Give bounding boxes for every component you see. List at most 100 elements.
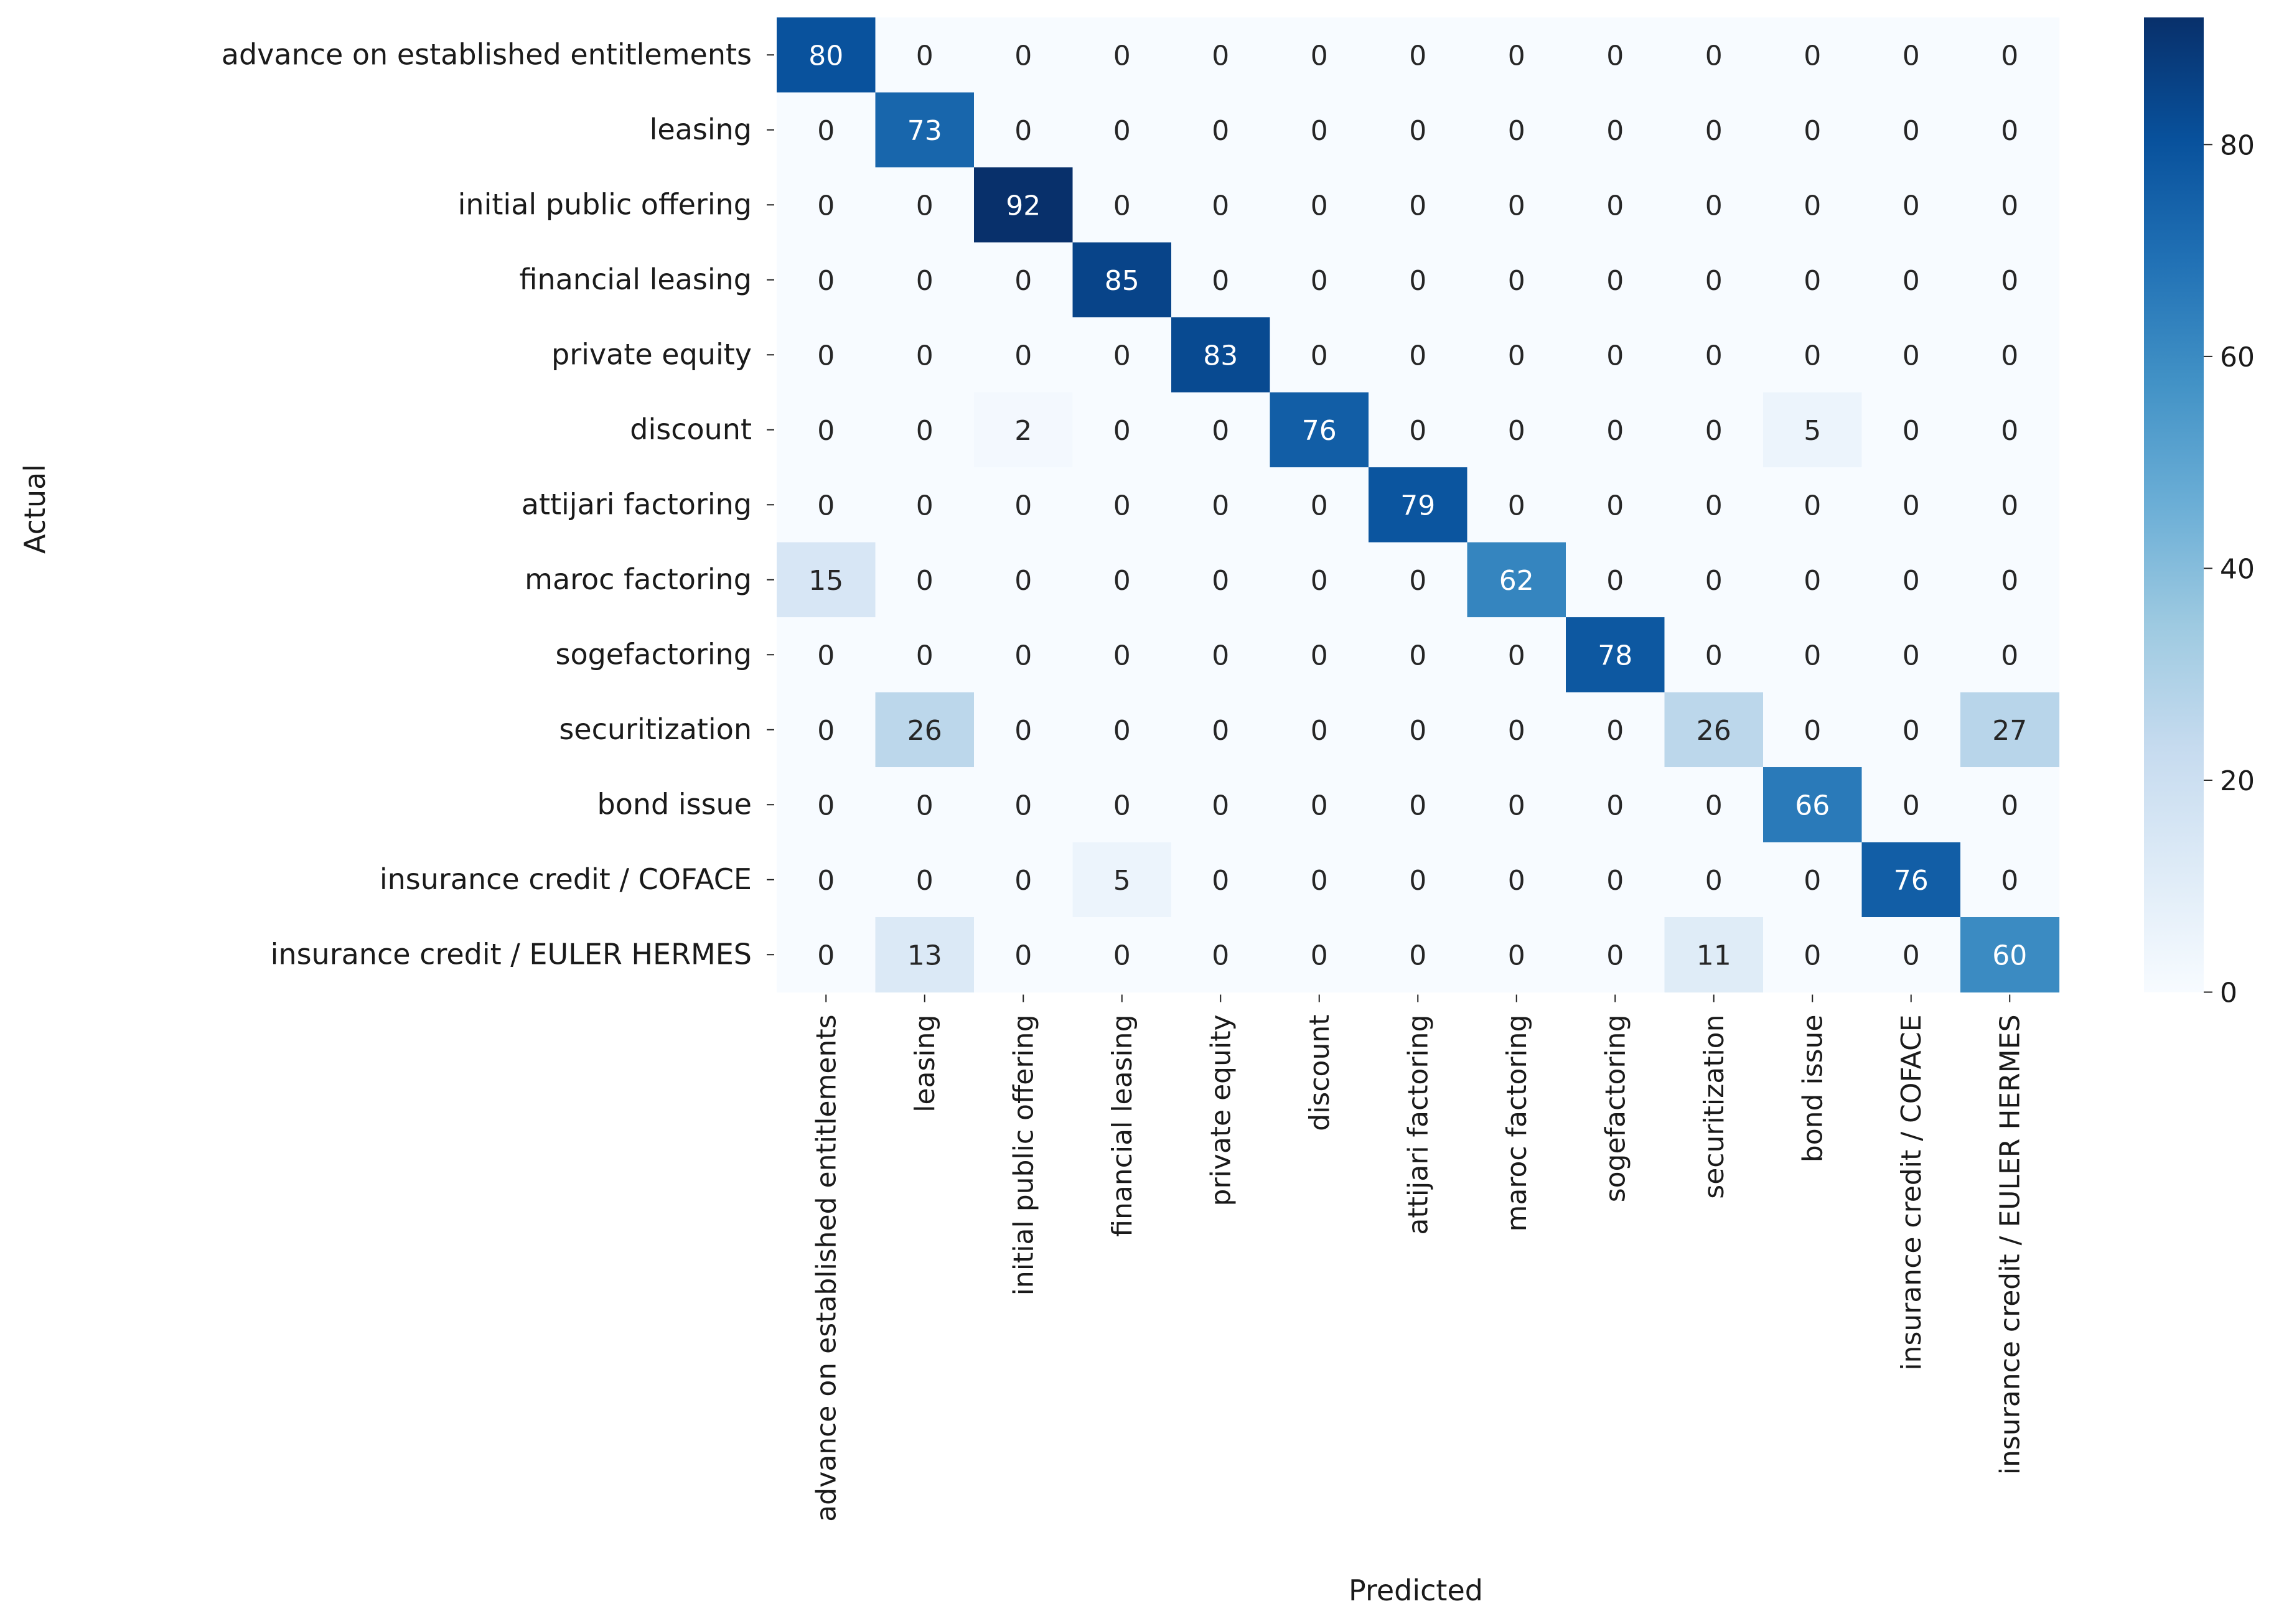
- cell-value-label: 0: [2001, 490, 2018, 521]
- cell-value-label: 0: [1606, 490, 1624, 521]
- cell-value-label: 0: [1311, 40, 1328, 72]
- heatmap-cell: [875, 917, 975, 993]
- heatmap-cell: [1566, 767, 1665, 843]
- heatmap-cell: [1763, 92, 1863, 168]
- cell-value-label: 0: [1804, 715, 1821, 747]
- cell-value-label: 0: [1705, 415, 1723, 447]
- cell-value-label: 83: [1203, 340, 1238, 371]
- heatmap-cell: [1861, 917, 1961, 993]
- cell-value-label: 0: [2001, 790, 2018, 821]
- heatmap-cell: [1467, 92, 1566, 168]
- cell-value-label: 0: [1903, 565, 1920, 597]
- x-axis-label: Predicted: [1349, 1574, 1483, 1607]
- heatmap-cell: [1369, 542, 1468, 618]
- cell-value-label: 26: [907, 715, 942, 747]
- cell-value-label: 0: [2001, 265, 2018, 297]
- cell-value-label: 0: [1705, 490, 1723, 521]
- heatmap-cell: [1763, 167, 1863, 243]
- cell-value-label: 62: [1499, 565, 1534, 597]
- cell-value-label: 0: [1409, 415, 1426, 447]
- cell-value-label: 0: [817, 265, 835, 297]
- heatmap-cell: [1270, 617, 1369, 693]
- cell-value-label: 0: [1014, 790, 1032, 821]
- heatmap-cell: [1467, 317, 1566, 393]
- cell-value-label: 0: [1113, 190, 1131, 222]
- x-tick-label: insurance credit / EULER HERMES: [1994, 1015, 2026, 1475]
- x-tick-label: sogefactoring: [1599, 1015, 1631, 1203]
- cell-value-label: 76: [1302, 415, 1337, 447]
- heatmap-cell: [1270, 17, 1369, 93]
- heatmap-cells: 80 0 0 0 0 0 0 0 0 0 0 0 0 0 73 0 0 0 0 0 0 0 0 0 0 0 0 0 92 0 0 0 0 0 0 0 0…: [777, 17, 2060, 993]
- cell-value-label: 0: [1903, 940, 1920, 971]
- cell-value-label: 0: [1311, 190, 1328, 222]
- cell-value-label: 92: [1006, 190, 1041, 222]
- x-tick-label: discount: [1304, 1015, 1336, 1131]
- heatmap-cell: [1270, 542, 1369, 618]
- cell-value-label: 0: [1606, 715, 1624, 747]
- heatmap-cell: [777, 467, 876, 543]
- cell-value-label: 0: [1804, 115, 1821, 147]
- heatmap-cell: [1369, 917, 1468, 993]
- cell-value-label: 0: [1903, 640, 1920, 671]
- heatmap-cell: [1664, 317, 1764, 393]
- cell-value-label: 78: [1598, 640, 1632, 671]
- cell-value-label: 0: [1508, 415, 1525, 447]
- heatmap-cell: [974, 392, 1074, 468]
- cell-value-label: 0: [1113, 340, 1131, 371]
- heatmap-cell: [1960, 392, 2060, 468]
- cell-value-label: 0: [1409, 565, 1426, 597]
- cell-value-label: 0: [817, 640, 835, 671]
- heatmap-cell: [875, 167, 975, 243]
- cell-value-label: 0: [1903, 340, 1920, 371]
- cell-value-label: 76: [1894, 865, 1929, 897]
- cell-value-label: 0: [1508, 640, 1525, 671]
- cell-value-label: 0: [2001, 865, 2018, 897]
- cell-value-label: 0: [1508, 265, 1525, 297]
- cell-value-label: 0: [1212, 715, 1229, 747]
- heatmap-cell: [777, 692, 876, 768]
- y-tick-label: insurance credit / COFACE: [380, 862, 752, 896]
- heatmap-cell: [1664, 917, 1764, 993]
- heatmap-cell: [1072, 92, 1172, 168]
- x-tick-label: leasing: [909, 1015, 941, 1113]
- heatmap-cell: [1960, 92, 2060, 168]
- heatmap-cell: [1270, 692, 1369, 768]
- y-tick-label: leasing: [650, 113, 752, 146]
- cell-value-label: 0: [2001, 340, 2018, 371]
- heatmap-cell: [1960, 542, 2060, 618]
- heatmap-cell: [777, 542, 876, 618]
- heatmap-cell: [1763, 917, 1863, 993]
- cell-value-label: 0: [1606, 940, 1624, 971]
- heatmap-cell: [875, 317, 975, 393]
- cell-value-label: 0: [2001, 640, 2018, 671]
- cell-value-label: 0: [916, 415, 934, 447]
- cell-value-label: 0: [1014, 565, 1032, 597]
- y-tick-label: financial leasing: [519, 263, 752, 296]
- cell-value-label: 0: [916, 865, 934, 897]
- cell-value-label: 0: [1212, 415, 1229, 447]
- cell-value-label: 0: [1311, 865, 1328, 897]
- heatmap-cell: [777, 917, 876, 993]
- cell-value-label: 0: [1903, 790, 1920, 821]
- heatmap-cell: [875, 17, 975, 93]
- heatmap-cell: [1763, 392, 1863, 468]
- cell-value-label: 0: [1113, 40, 1131, 72]
- cell-value-label: 0: [1508, 190, 1525, 222]
- cell-value-label: 0: [1212, 190, 1229, 222]
- cell-value-label: 0: [1113, 640, 1131, 671]
- heatmap-cell: [1763, 692, 1863, 768]
- heatmap-cell: [1566, 317, 1665, 393]
- heatmap-cell: [1072, 767, 1172, 843]
- heatmap-cell: [1467, 392, 1566, 468]
- cell-value-label: 0: [1804, 265, 1821, 297]
- cell-value-label: 0: [1705, 640, 1723, 671]
- heatmap-cell: [1369, 167, 1468, 243]
- cell-value-label: 0: [1705, 115, 1723, 147]
- heatmap-cell: [777, 92, 876, 168]
- heatmap-cell: [1861, 317, 1961, 393]
- cell-value-label: 0: [1606, 415, 1624, 447]
- cell-value-label: 0: [1606, 790, 1624, 821]
- cell-value-label: 0: [1903, 490, 1920, 521]
- cell-value-label: 0: [2001, 40, 2018, 72]
- x-tick-label: initial public offering: [1008, 1015, 1039, 1296]
